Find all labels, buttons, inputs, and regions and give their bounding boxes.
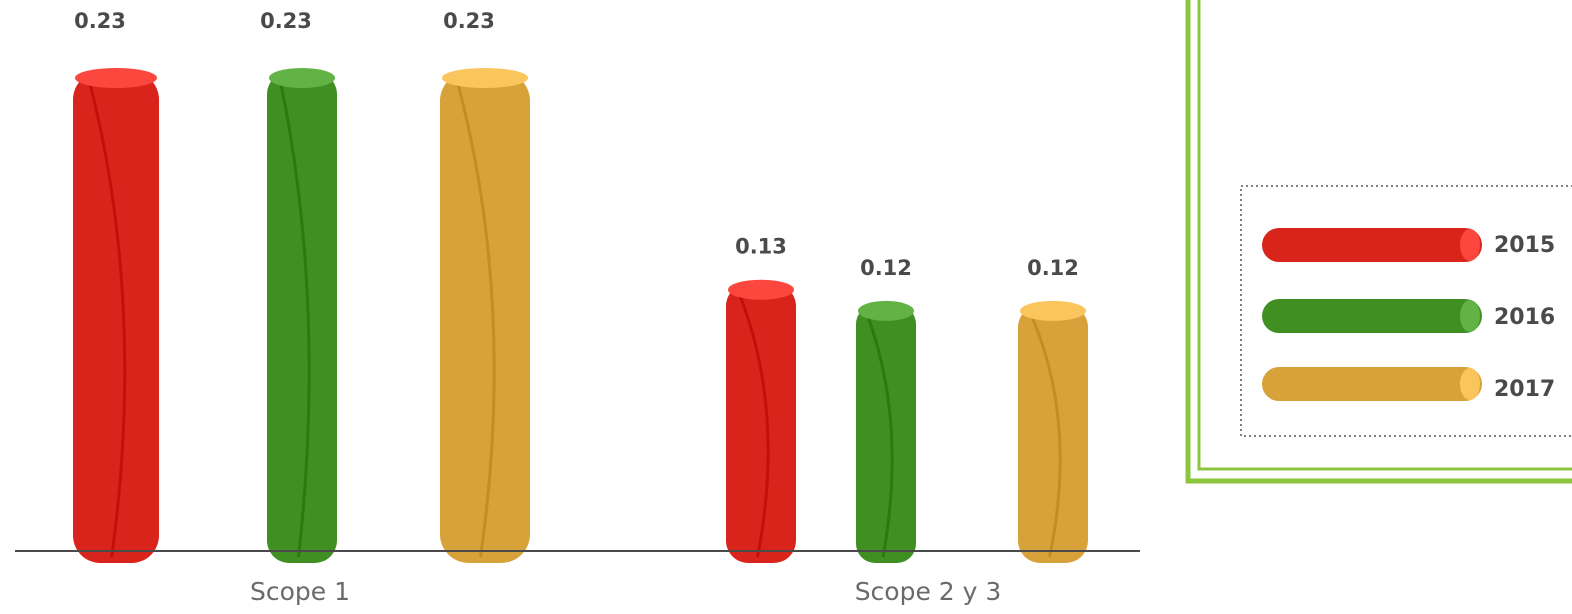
bar-fold-shading: [456, 83, 496, 558]
bar-2015-scope-2-3: [726, 279, 796, 563]
bar-fold-shading: [88, 83, 127, 558]
legend-frame-inner: [1197, 0, 1572, 471]
legend: 2015 2016 2017: [1185, 0, 1572, 484]
category-label-scope-2-3: Scope 2 y 3: [855, 577, 1002, 606]
bar-fold-shading: [738, 295, 770, 558]
bar-2016-scope-2-3: [856, 300, 916, 563]
bar-body: [726, 283, 796, 563]
bar-2015-scope-1: [73, 68, 159, 563]
legend-label-2015: 2015: [1494, 233, 1555, 258]
bar-body: [267, 72, 337, 563]
bar-top: [858, 300, 914, 321]
bar-fold-shading: [279, 83, 311, 558]
legend-frame-outer: [1185, 0, 1572, 484]
bar-2016-scope-1: [267, 68, 337, 563]
bar-top: [269, 68, 335, 88]
bar-2017-scope-2-3: [1018, 300, 1088, 563]
bars-layer: [73, 68, 1088, 563]
category-label-scope-1: Scope 1: [250, 577, 350, 606]
value-label-2016-scope-2-3: 0.12: [860, 256, 912, 280]
legend-swatch-2015: [1262, 228, 1482, 262]
bar-top: [1020, 300, 1086, 321]
legend-box: [1240, 185, 1572, 437]
bar-top: [75, 68, 157, 88]
value-label-2017-scope-1: 0.23: [443, 9, 495, 33]
value-label-2016-scope-1: 0.23: [260, 9, 312, 33]
value-label-2015-scope-1: 0.23: [74, 9, 126, 33]
legend-label-2017: 2017: [1494, 377, 1555, 402]
bar-body: [1018, 304, 1088, 563]
value-label-2017-scope-2-3: 0.12: [1027, 256, 1079, 280]
bar-top: [442, 68, 528, 88]
bar-body: [73, 72, 159, 563]
legend-swatch-2016: [1262, 299, 1482, 333]
bar-fold-shading: [1030, 316, 1062, 558]
bar-2017-scope-1: [440, 68, 530, 563]
value-labels-layer: 0.23 0.23 0.23 0.13 0.12 0.12: [74, 9, 1079, 280]
legend-items: [1262, 228, 1482, 401]
bar-top: [728, 279, 794, 300]
bar-body: [440, 72, 530, 563]
value-label-2015-scope-2-3: 0.13: [735, 235, 787, 259]
legend-swatch-2017: [1262, 367, 1482, 401]
legend-label-2016: 2016: [1494, 305, 1555, 330]
bar-body: [856, 304, 916, 563]
bar-fold-shading: [866, 316, 894, 558]
